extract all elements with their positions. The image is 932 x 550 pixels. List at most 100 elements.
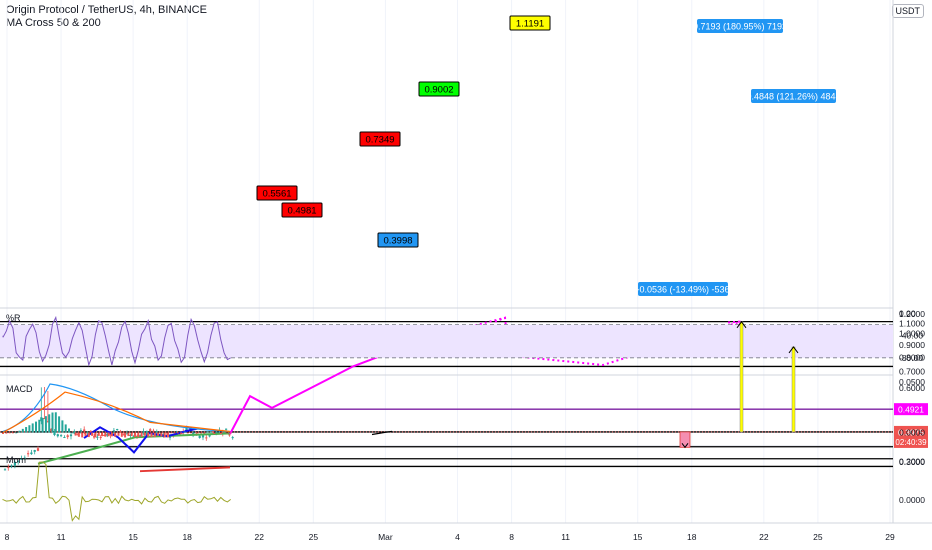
macd-histogram-bar [41,417,44,433]
macd-histogram-bar [147,432,150,437]
candle-body [142,431,145,434]
date-tick-label: 11 [57,532,66,542]
macd-histogram-bar [110,432,113,437]
macd-tick-label: 0.0500 [899,377,925,387]
price-label-box [418,81,460,97]
wr-line [2,315,231,367]
macd-histogram-bar [28,425,31,433]
macd-histogram-bar [196,432,199,434]
candle-body [119,431,122,433]
date-tick-label: 18 [687,532,697,542]
date-tick-label: 25 [309,532,319,542]
candle-body [53,431,56,436]
macd-histogram-bar [54,412,57,433]
candle-body [43,418,46,420]
macd-histogram-bar [48,414,51,433]
macd-histogram-bar [15,432,18,434]
macd-histogram-bar [176,432,179,434]
date-tick-label: 15 [128,532,138,542]
candle-body [149,429,152,431]
macd-histogram-bar [114,432,117,437]
signal-line [2,391,231,434]
price-tick-label: 0.7000 [899,367,925,377]
macd-histogram-bar [163,432,166,438]
candle-body [27,453,30,455]
candle-body [3,469,7,471]
currency-unit[interactable]: USDT [891,4,924,18]
macd-histogram-bar [11,432,14,434]
macd-histogram-bar [193,432,196,434]
measure-label-text: 0.4848 (121.26%) 4848 [746,92,840,102]
candle-body [116,429,119,431]
axis-badge-box [894,425,928,448]
candle-body [40,417,43,422]
macd-histogram-bar [153,432,156,438]
macd-histogram-bar [18,430,21,433]
macd-histogram-bar [97,432,100,436]
macd-histogram-bar [134,432,136,438]
candle-body [155,431,158,433]
date-tick-label: 8 [509,532,514,542]
candle-body [93,436,96,438]
candle-body [96,436,99,438]
macd-histogram-bar [167,432,169,438]
macd-histogram-bar [209,431,212,433]
macd-histogram-bar [8,432,11,434]
candle-body [66,435,69,438]
price-label-box [377,232,419,248]
measure-bar-down [679,431,691,448]
macd-histogram-bar [186,432,189,434]
candle-body [33,449,36,452]
macd-histogram-bar [226,432,229,434]
candle-body [79,430,82,432]
macd-histogram-bar [170,432,173,434]
macd-histogram-bar [104,432,107,437]
macd-histogram-bar [21,428,24,433]
candle-body [50,428,53,432]
candle-body [168,436,172,438]
date-tick-label: 15 [633,532,643,542]
label-pointer [371,430,393,436]
ma-200-line [139,466,231,473]
candle-body [13,461,16,466]
candle-body [63,437,66,439]
candle-body [20,458,23,460]
projection-dotted-arrowhead [494,316,507,328]
candle-body [185,427,188,432]
macd-histogram-bar [130,432,133,437]
price-tick-label: 0.6000 [899,383,925,393]
macd-histogram-bar [38,419,41,433]
price-label-box [359,131,401,147]
measure-bar [791,346,796,433]
macd-histogram-bar [229,432,232,434]
measure-arrowhead [681,443,689,449]
macd-histogram-bar [77,432,80,437]
candle-body [89,430,92,434]
macd-histogram-bar [87,432,90,438]
candle-body [126,433,129,435]
macd-histogram-bar [107,432,110,437]
macd-histogram-bar [213,432,216,434]
macd-histogram-bar [124,432,127,438]
macd-histogram-bar [206,431,209,433]
candle-body [145,431,148,435]
macd-histogram-bar [101,432,103,437]
pane-title-mom: Mom [6,455,26,465]
macd-histogram-bar [223,431,226,433]
measure-label-text: 0.7193 (180.95%) 7193 [693,22,787,32]
macd-histogram-bar [180,432,183,435]
measure-label-box [638,282,728,296]
candle-body [10,465,13,467]
date-tick-label: 18 [182,532,192,542]
price-label-text: 0.3998 [383,236,412,247]
axis-badge-text: 0.4921 [898,405,924,415]
projection-path [229,343,411,435]
mom-tick-label: 0.0000 [899,495,925,505]
macd-histogram-bar [150,432,153,438]
macd-line [2,383,231,433]
candle-body [36,448,40,451]
axis-badge-text: 02:40:39 [895,438,927,447]
candle-body [76,433,79,435]
price-tick-label: 1.0000 [899,329,925,339]
